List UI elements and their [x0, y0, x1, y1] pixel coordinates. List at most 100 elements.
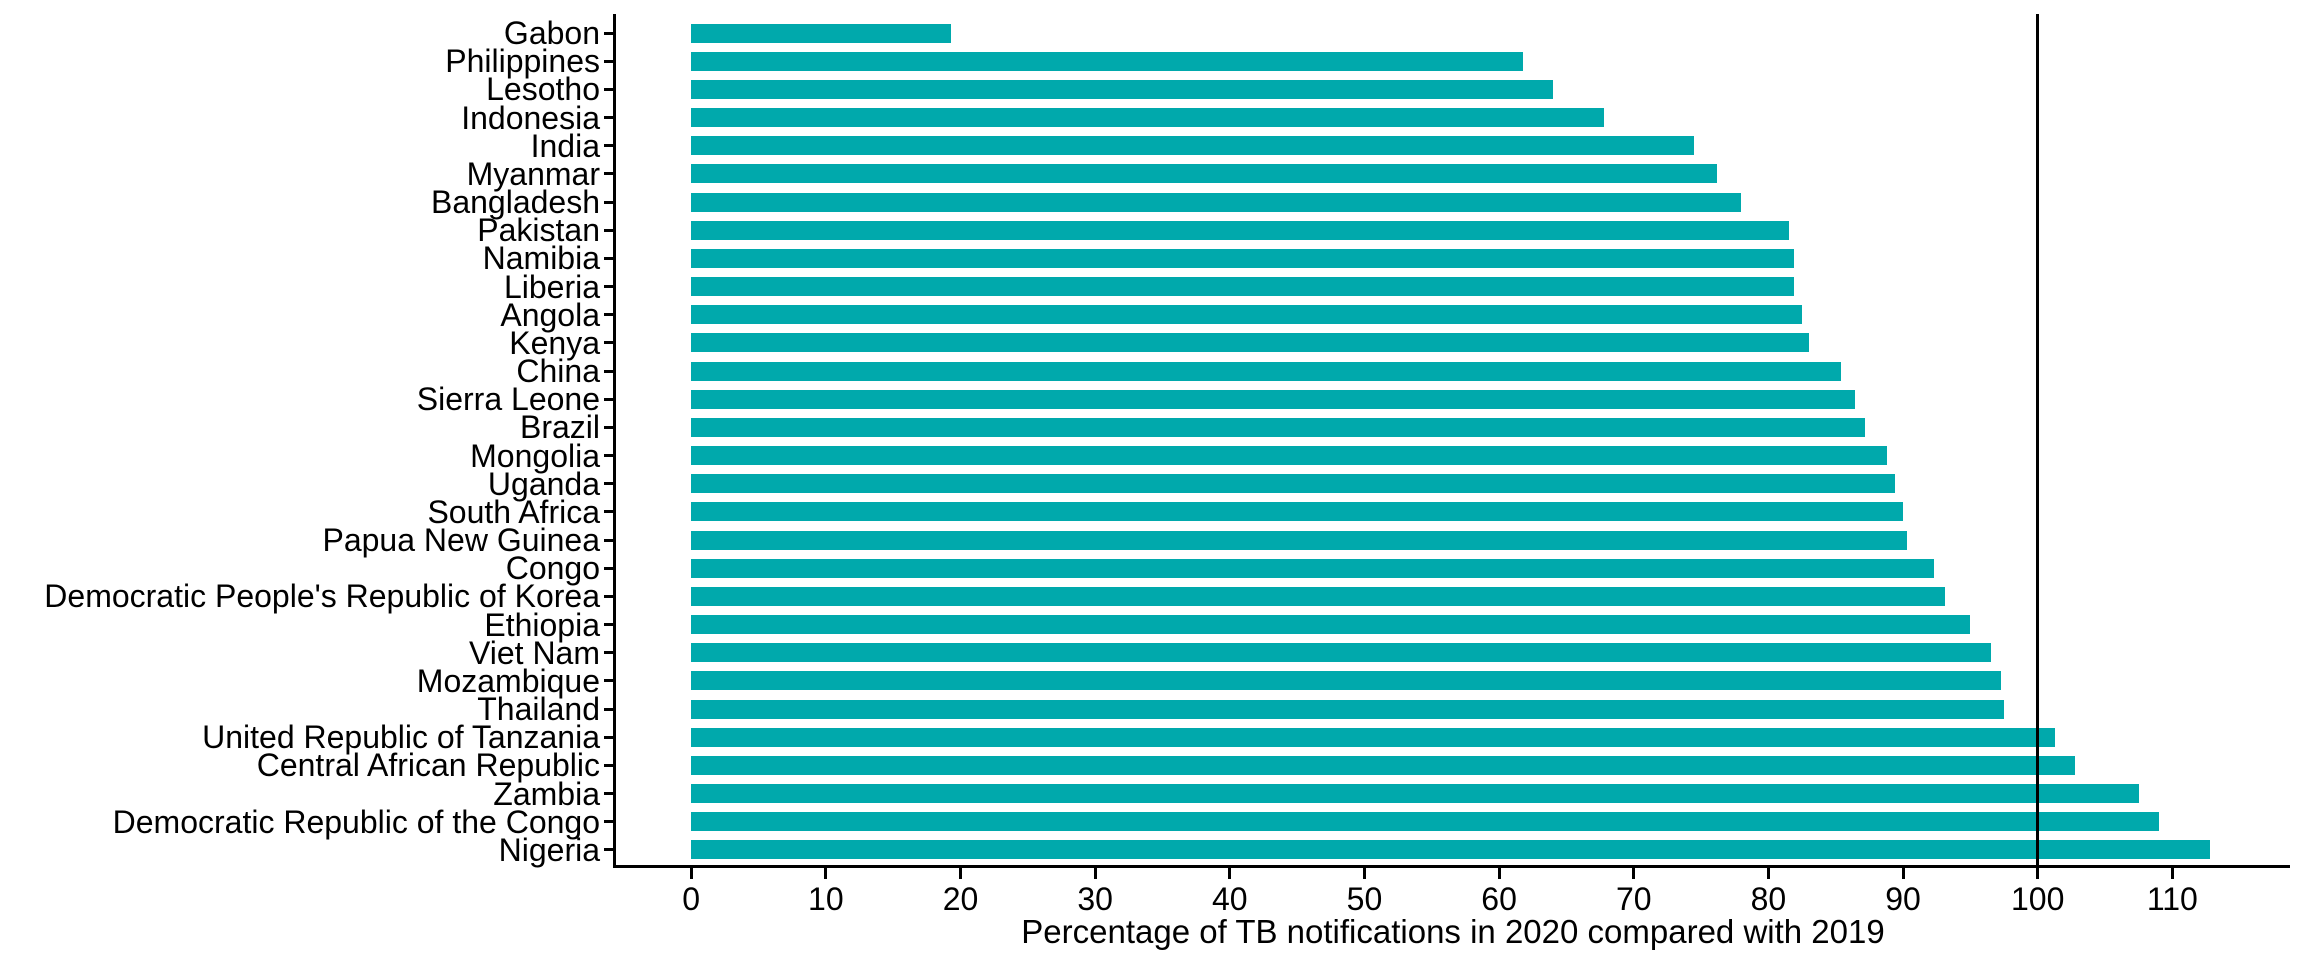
- x-axis-tick: [1093, 868, 1097, 879]
- category-label: Brazil: [519, 409, 600, 446]
- x-tick-label: 110: [2146, 881, 2198, 917]
- bar: [691, 755, 2076, 775]
- x-axis-tick: [824, 868, 828, 879]
- bar: [691, 108, 1605, 128]
- category-label: Angola: [500, 296, 600, 333]
- y-axis-tick: [604, 200, 614, 204]
- y-axis-tick: [604, 482, 614, 486]
- x-axis-tick: [2036, 868, 2040, 879]
- y-axis-tick: [604, 87, 614, 91]
- bar: [691, 192, 1742, 212]
- x-tick-label: 30: [1077, 881, 1113, 917]
- x-axis-tick: [1228, 868, 1232, 879]
- bar: [691, 727, 2056, 747]
- y-axis-tick: [604, 144, 614, 148]
- y-axis-tick: [604, 792, 614, 796]
- y-axis-tick: [604, 848, 614, 852]
- bar: [691, 333, 1809, 353]
- bar: [691, 361, 1842, 381]
- bar: [691, 474, 1895, 494]
- y-axis-tick: [604, 538, 614, 542]
- x-axis-tick: [2170, 868, 2174, 879]
- reference-line-100: [2036, 14, 2040, 868]
- y-axis-tick: [604, 594, 614, 598]
- x-axis-tick: [1497, 868, 1501, 879]
- category-label: Indonesia: [461, 99, 600, 136]
- bar: [691, 699, 2005, 719]
- y-axis-tick: [604, 59, 614, 63]
- category-label: Gabon: [503, 15, 600, 51]
- bar: [691, 51, 1524, 71]
- category-label: Central African Republic: [256, 747, 600, 784]
- y-axis-tick: [604, 172, 614, 176]
- category-label: Bangladesh: [430, 184, 600, 221]
- category-label: Papua New Guinea: [322, 522, 600, 559]
- x-tick-label: 10: [808, 881, 844, 917]
- y-axis-tick: [604, 510, 614, 514]
- bar: [691, 530, 1908, 550]
- bar: [691, 305, 1803, 325]
- y-axis-tick: [604, 566, 614, 570]
- category-label: Nigeria: [498, 831, 600, 868]
- bar: [691, 277, 1794, 297]
- y-axis-tick: [604, 763, 614, 767]
- bar: [691, 136, 1695, 156]
- y-axis-tick: [604, 31, 614, 35]
- y-axis-tick: [604, 651, 614, 655]
- x-tick-label: 20: [942, 881, 979, 917]
- y-axis-tick: [604, 313, 614, 317]
- x-axis-tick: [1901, 868, 1905, 879]
- bar: [691, 784, 2139, 804]
- bar: [691, 446, 1887, 466]
- category-label: Liberia: [503, 268, 600, 305]
- x-tick-label: 50: [1346, 881, 1383, 917]
- bar: [691, 671, 2002, 691]
- y-axis-tick: [604, 228, 614, 232]
- x-tick-label: 80: [1750, 881, 1787, 917]
- y-axis-tick: [604, 820, 614, 824]
- bar: [691, 417, 1866, 437]
- category-label: Sierra Leone: [416, 381, 600, 418]
- category-label: Uganda: [487, 465, 600, 502]
- bar: [691, 812, 2159, 832]
- bar: [691, 840, 2211, 860]
- category-label: Kenya: [509, 324, 600, 361]
- category-label: Congo: [505, 550, 600, 587]
- y-axis-tick: [604, 707, 614, 711]
- category-label: Pakistan: [477, 212, 600, 249]
- y-axis-tick: [604, 341, 614, 345]
- y-axis-line: [613, 14, 616, 868]
- x-axis-tick: [1632, 868, 1636, 879]
- bar: [691, 164, 1718, 184]
- bar: [691, 389, 1855, 409]
- x-tick-label: 40: [1212, 881, 1248, 917]
- category-label: Zambia: [493, 775, 600, 812]
- y-axis-tick: [604, 116, 614, 120]
- y-axis-tick: [604, 679, 614, 683]
- category-label: United Republic of Tanzania: [202, 719, 600, 756]
- bar: [691, 502, 1904, 522]
- bar: [691, 220, 1789, 240]
- x-axis-tick: [1362, 868, 1366, 879]
- bar: [691, 615, 1971, 635]
- x-axis-line: [613, 865, 2290, 868]
- y-axis-tick: [604, 256, 614, 260]
- bar: [691, 23, 952, 43]
- category-label: South Africa: [427, 493, 600, 530]
- bar: [691, 248, 1794, 268]
- bar: [691, 586, 1945, 606]
- category-label: China: [516, 353, 600, 390]
- y-axis-tick: [604, 425, 614, 429]
- category-label: Mongolia: [470, 437, 600, 474]
- x-axis-tick: [1766, 868, 1770, 879]
- category-label: Thailand: [477, 691, 600, 728]
- category-label: Philippines: [445, 43, 600, 80]
- x-tick-label: 70: [1615, 881, 1652, 917]
- bar: [691, 79, 1553, 99]
- category-label: Mozambique: [416, 662, 600, 699]
- category-label: Democratic Republic of the Congo: [112, 803, 600, 840]
- bar: [691, 558, 1934, 578]
- x-tick-label: 0: [682, 881, 701, 917]
- category-label: Myanmar: [466, 155, 600, 192]
- category-label: Ethiopia: [484, 606, 600, 643]
